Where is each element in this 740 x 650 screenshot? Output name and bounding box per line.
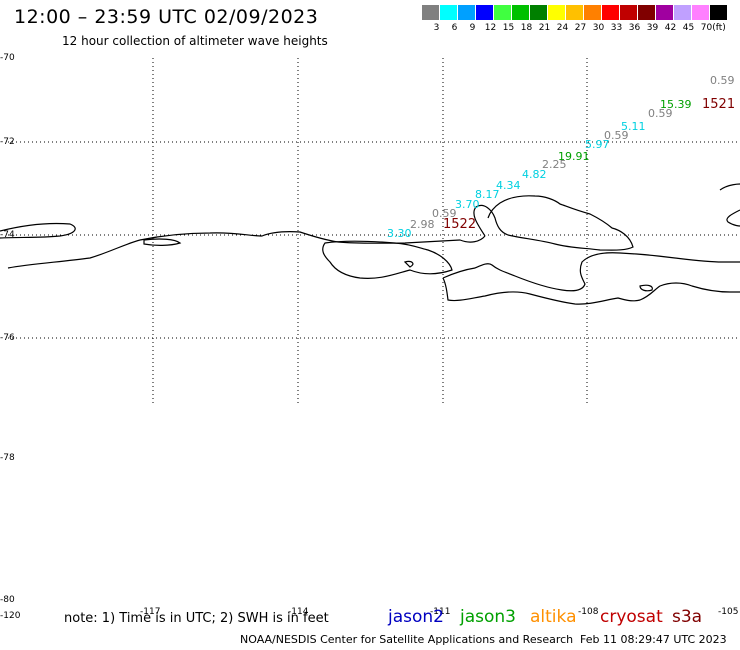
legend-value: 33 [610,23,623,33]
wave-height-label: 4.34 [496,179,521,192]
legend-value: 15 [502,23,515,33]
legend-swatch [548,5,565,20]
legend-value: 24 [556,23,569,33]
legend-swatch [530,5,547,20]
wave-height-label: 0.59 [432,207,457,220]
legend-value: 3 [433,23,440,33]
legend-unit: (ft) [712,23,726,33]
legend-swatch [620,5,637,20]
legend-swatch [710,5,727,20]
footer-datestamp: Feb 11 08:29:47 UTC 2023 [580,633,727,646]
latitude-labels: -70 -72 -74 -76 -78 -80 [0,53,15,605]
wave-height-label: 4.82 [522,168,547,181]
legend-value: 18 [520,23,533,33]
satellite-legend-item: altika [530,607,577,627]
wave-height-label: 1521 [702,97,735,112]
longitude-label: -114 [288,607,309,617]
legend-value: 36 [628,23,641,33]
latitude-label: -78 [0,453,15,463]
wave-height-label: 2.98 [410,218,435,231]
legend-value: 45 [682,23,695,33]
legend-swatch [422,5,439,20]
legend-swatch [638,5,655,20]
graticule [8,58,740,405]
legend-value: 70 [700,23,713,33]
legend-value: 12 [484,23,497,33]
legend-swatch [476,5,493,20]
wave-height-label: 5.97 [585,138,610,151]
latitude-label: -80 [0,595,15,605]
wave-height-label: 8.17 [475,188,500,201]
legend-value: 39 [646,23,659,33]
latitude-label: -70 [0,53,15,63]
legend-value: 9 [469,23,476,33]
wave-height-label: 0.59 [604,129,629,142]
legend-value: 6 [451,23,458,33]
longitude-label: -117 [140,607,161,617]
legend-swatch [656,5,673,20]
legend-swatch [440,5,457,20]
ice-shelf-coast [7,231,486,269]
latitude-label: -74 [0,230,15,240]
legend-swatch [512,5,529,20]
satellite-legend-item: s3a [672,607,703,627]
footer-credit: NOAA/NESDIS Center for Satellite Applica… [240,633,574,646]
wave-height-label: 15.39 [660,98,692,111]
legend-value: 30 [592,23,605,33]
longitude-label: -105 [718,607,739,617]
wave-height-label: 5.11 [621,120,646,133]
satellite-legend-item: cryosat [600,607,663,627]
wave-height-label: 19.91 [558,150,590,163]
longitude-label: -108 [578,607,599,617]
longitude-label: -111 [430,607,451,617]
legend-value: 21 [538,23,551,33]
wave-height-label: 0.59 [648,107,673,120]
wave-height-label: 0.59 [710,74,735,87]
wave-height-label: 3.30 [387,227,412,240]
map-subtitle: 12 hour collection of altimeter wave hei… [62,34,328,48]
legend-swatch [566,5,583,20]
legend-swatch [494,5,511,20]
island-coast [403,260,414,268]
footer-note: note: 1) Time is in UTC; 2) SWH is in fe… [64,611,329,626]
legend-swatch [692,5,709,20]
legend-swatch [602,5,619,20]
peninsula-coast [473,195,634,251]
legend-swatch [458,5,475,20]
wave-height-label: 1522 [443,217,476,232]
island-coast [639,284,653,292]
wave-height-label: 3.70 [455,198,480,211]
satellite-legend-item: jason2 [388,607,444,627]
coastline [0,183,740,305]
legend-swatch [674,5,691,20]
island-coast [322,240,453,279]
legend-value: 42 [664,23,677,33]
latitude-label: -72 [0,137,15,147]
ice-shelf-coast [0,222,76,239]
legend-swatch [584,5,601,20]
mainland-coast [442,277,740,305]
legend-value: 27 [574,23,587,33]
ice-shelf-coast [143,238,182,246]
longitude-label: -120 [0,611,21,621]
latitude-label: -76 [0,333,15,343]
wave-height-label: 2.25 [542,158,567,171]
map-title: 12:00 – 23:59 UTC 02/09/2023 [14,6,319,28]
satellite-legend-item: jason3 [460,607,516,627]
